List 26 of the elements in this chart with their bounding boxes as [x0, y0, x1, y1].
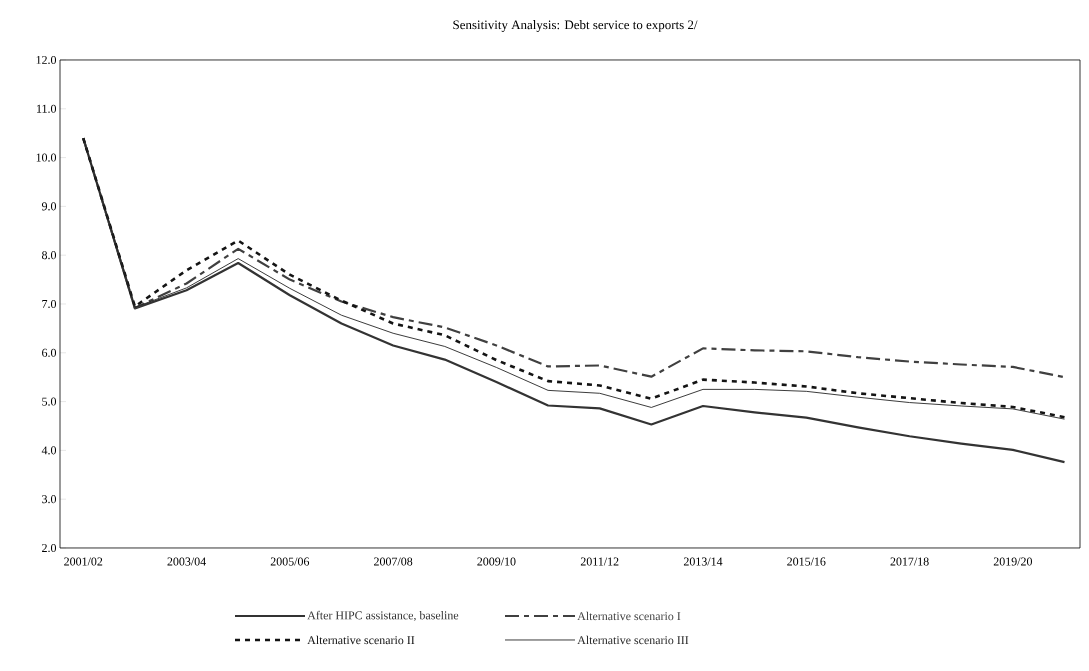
y-tick-label: 6.0 — [42, 348, 57, 357]
x-tick-label: 2019/20 — [993, 557, 1032, 566]
y-tick-label: 5.0 — [42, 397, 57, 406]
x-tick-label: 2017/18 — [890, 557, 929, 566]
y-tick-label: 2.0 — [42, 543, 57, 553]
y-tick-label: 9.0 — [41, 202, 57, 211]
x-tick-label: 2009/10 — [477, 557, 516, 566]
x-tick-label: 2011/12 — [580, 557, 619, 566]
x-tick-label: 2001/02 — [64, 557, 103, 566]
y-tick-label: 12.0 — [36, 55, 57, 65]
x-tick-label: 2007/08 — [374, 557, 413, 566]
x-tick-label: 2005/06 — [270, 557, 310, 566]
y-tick-label: 4.0 — [41, 446, 57, 455]
y-tick-label: 7.0 — [42, 299, 57, 309]
chart-title: Sensitivity Analysis: Debt service to exports 2/ — [453, 20, 698, 32]
x-tick-label: 2003/04 — [167, 557, 206, 566]
x-tick-label: 2013/14 — [683, 557, 723, 566]
text: After HIPC assistance, baseline — [307, 610, 459, 622]
y-tick-label: 3.0 — [42, 495, 57, 504]
text: Alternative scenario III — [577, 635, 689, 645]
y-tick-label: 10.0 — [36, 153, 57, 162]
y-tick-label: 8.0 — [42, 251, 57, 260]
text: Alternative scenario II — [307, 635, 415, 645]
y-tick-label: 11.0 — [37, 104, 57, 113]
text: Alternative scenario I — [577, 611, 681, 621]
x-tick-label: 2015/16 — [787, 557, 826, 566]
